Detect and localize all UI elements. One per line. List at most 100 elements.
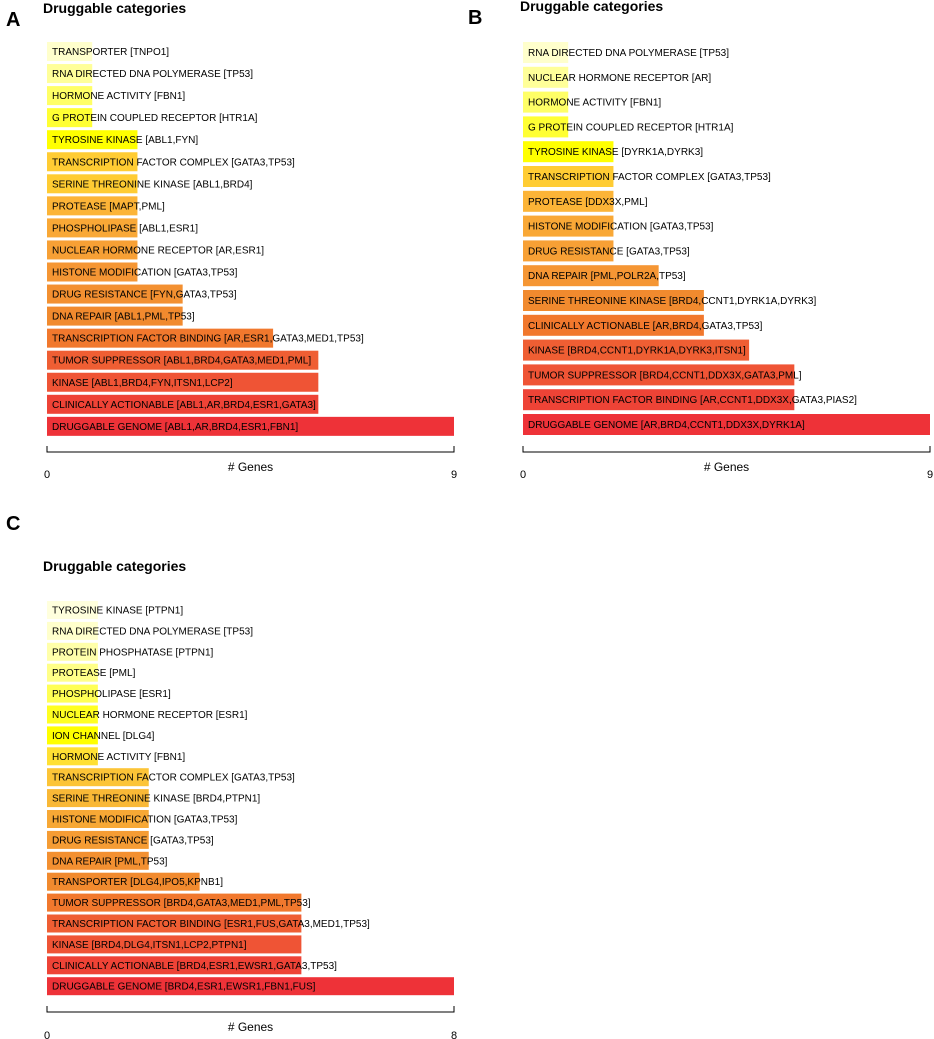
bar (47, 196, 138, 216)
x-axis-title: # Genes (704, 460, 749, 474)
x-axis-title: # Genes (228, 1020, 273, 1034)
bar (523, 314, 704, 336)
bar-label: TRANSCRIPTION FACTOR COMPLEX [GATA3,TP53… (528, 172, 771, 183)
bar (47, 684, 98, 703)
bar (47, 893, 302, 912)
bar (523, 166, 614, 187)
x-axis-line (46, 446, 455, 453)
bar (47, 601, 98, 619)
bar-label: HORMONE ACTIVITY [FBN1] (52, 91, 185, 102)
bar-label: DNA REPAIR [PML,TP53] (52, 856, 168, 867)
bar (47, 174, 138, 194)
bar (523, 414, 930, 435)
bar-label: CLINICALLY ACTIONABLE [AR,BRD4,GATA3,TP5… (528, 321, 763, 332)
bar (47, 705, 98, 724)
bar-label: TRANSCRIPTION FACTOR BINDING [AR,ESR1,GA… (52, 334, 364, 345)
bar-label: RNA DIRECTED DNA POLYMERASE [TP53] (528, 48, 729, 59)
panel-a: A Druggable categories TRANSPORTER [TNPO1]… (6, 0, 457, 481)
bar-label: KINASE [ABL1,BRD4,FYN,ITSN1,LCP2] (52, 378, 233, 389)
bar-label: G PROTEIN COUPLED RECEPTOR [HTR1A] (52, 113, 258, 124)
bar (47, 130, 138, 150)
bar (523, 66, 569, 88)
bar-label: TRANSCRIPTION FACTOR BINDING [ESR1,FUS,G… (52, 919, 370, 930)
bar-label: TRANSCRIPTION FACTOR BINDING [AR,CCNT1,D… (528, 395, 857, 406)
bar-label: HORMONE ACTIVITY [FBN1] (52, 752, 185, 763)
bar (523, 240, 614, 262)
bar (47, 810, 149, 828)
bar (47, 747, 98, 766)
bar (47, 394, 319, 414)
bar (523, 190, 614, 212)
panel-letter: B (468, 7, 482, 29)
bar-label: TUMOR SUPPRESSOR [BRD4,GATA3,MED1,PML,TP… (52, 898, 311, 909)
bar-label: KINASE [BRD4,DLG4,ITSN1,LCP2,PTPN1] (52, 940, 247, 951)
panel-letter: A (6, 9, 20, 31)
bar (47, 42, 93, 61)
bar (47, 218, 138, 238)
bar-label: TYROSINE KINASE [PTPN1] (52, 606, 183, 617)
x-tick-label: 9 (451, 469, 457, 481)
bar-label: RNA DIRECTED DNA POLYMERASE [TP53] (52, 626, 253, 637)
bar (47, 914, 302, 933)
bar (47, 872, 200, 891)
bar (47, 152, 138, 172)
bar-label: PROTEASE [PML] (52, 668, 136, 679)
bar-label: TRANSPORTER [TNPO1] (52, 47, 169, 58)
bar (47, 621, 98, 640)
bar-label: PROTEASE [DDX3X,PML] (528, 197, 648, 208)
bar (47, 108, 93, 128)
panel-c: C Druggable categories TYROSINE KINASE [PT… (6, 513, 457, 1039)
bar-label: DRUGGABLE GENOME [AR,BRD4,CCNT1,DDX3X,DY… (528, 420, 805, 431)
bar (47, 240, 138, 260)
bar-label: TUMOR SUPPRESSOR [ABL1,BRD4,GATA3,MED1,P… (52, 356, 311, 367)
bar (47, 416, 454, 436)
bar (523, 91, 569, 113)
bar-label: KINASE [BRD4,CCNT1,DYRK1A,DYRK3,ITSN1] (528, 346, 746, 357)
bar-label: HISTONE MODIFICATION [GATA3,TP53] (528, 222, 714, 233)
bar (47, 935, 302, 954)
bar (47, 830, 149, 849)
bar-label: DRUG RESISTANCE [FYN,GATA3,TP53] (52, 290, 237, 301)
bar (523, 141, 614, 163)
bar-label: CLINICALLY ACTIONABLE [BRD4,ESR1,EWSR1,G… (52, 961, 337, 972)
bar-label: NUCLEAR HORMONE RECEPTOR [AR] (528, 73, 711, 84)
bar-label: TRANSPORTER [DLG4,IPO5,KPNB1] (52, 877, 223, 888)
bar-label: HISTONE MODIFICATION [GATA3,TP53] (52, 815, 238, 826)
bar (47, 284, 183, 304)
chart-title: Druggable categories (520, 0, 663, 14)
bar (47, 851, 149, 870)
bar-label: TRANSCRIPTION FACTOR COMPLEX [GATA3,TP53… (52, 157, 295, 168)
bar (523, 339, 750, 361)
bar-label: RNA DIRECTED DNA POLYMERASE [TP53] (52, 69, 253, 80)
bar-label: DNA REPAIR [ABL1,PML,TP53] (52, 312, 195, 323)
bar-label: DRUG RESISTANCE [GATA3,TP53] (52, 835, 214, 846)
bar (47, 372, 319, 392)
bar (47, 726, 98, 745)
bar-label: SERINE THREONINE KINASE [BRD4,PTPN1] (52, 794, 260, 805)
bar-label: DRUGGABLE GENOME [ABL1,AR,BRD4,ESR1,FBN1… (52, 422, 298, 433)
x-tick-label: 0 (520, 469, 526, 481)
bar-label: DRUGGABLE GENOME [BRD4,ESR1,EWSR1,FBN1,F… (52, 982, 316, 993)
x-axis-line (46, 1006, 455, 1013)
bar-label: NUCLEAR HORMONE RECEPTOR [ESR1] (52, 710, 248, 721)
bar (523, 389, 795, 411)
x-axis-title: # Genes (228, 460, 273, 474)
bar (523, 290, 704, 311)
bar-label: PROTEIN PHOSPHATASE [PTPN1] (52, 647, 214, 658)
bar (47, 350, 319, 370)
bar (47, 262, 138, 282)
bar (47, 86, 93, 106)
bar (47, 328, 274, 348)
bar-label: DRUG RESISTANCE [GATA3,TP53] (528, 246, 690, 257)
bar-label: TUMOR SUPPRESSOR [BRD4,CCNT1,DDX3X,GATA3… (528, 370, 802, 381)
bar-label: PROTEASE [MAPT,PML] (52, 201, 165, 212)
x-tick-label: 9 (927, 469, 933, 481)
bar (47, 642, 98, 661)
bar-label: SERINE THREONINE KINASE [BRD4,CCNT1,DYRK… (528, 296, 816, 307)
bar-label: ION CHANNEL [DLG4] (52, 731, 155, 742)
bar (523, 265, 659, 287)
bar (47, 64, 93, 84)
bar (47, 306, 183, 326)
bar-label: PHOSPHOLIPASE [ABL1,ESR1] (52, 223, 198, 234)
x-axis-line (522, 446, 931, 453)
